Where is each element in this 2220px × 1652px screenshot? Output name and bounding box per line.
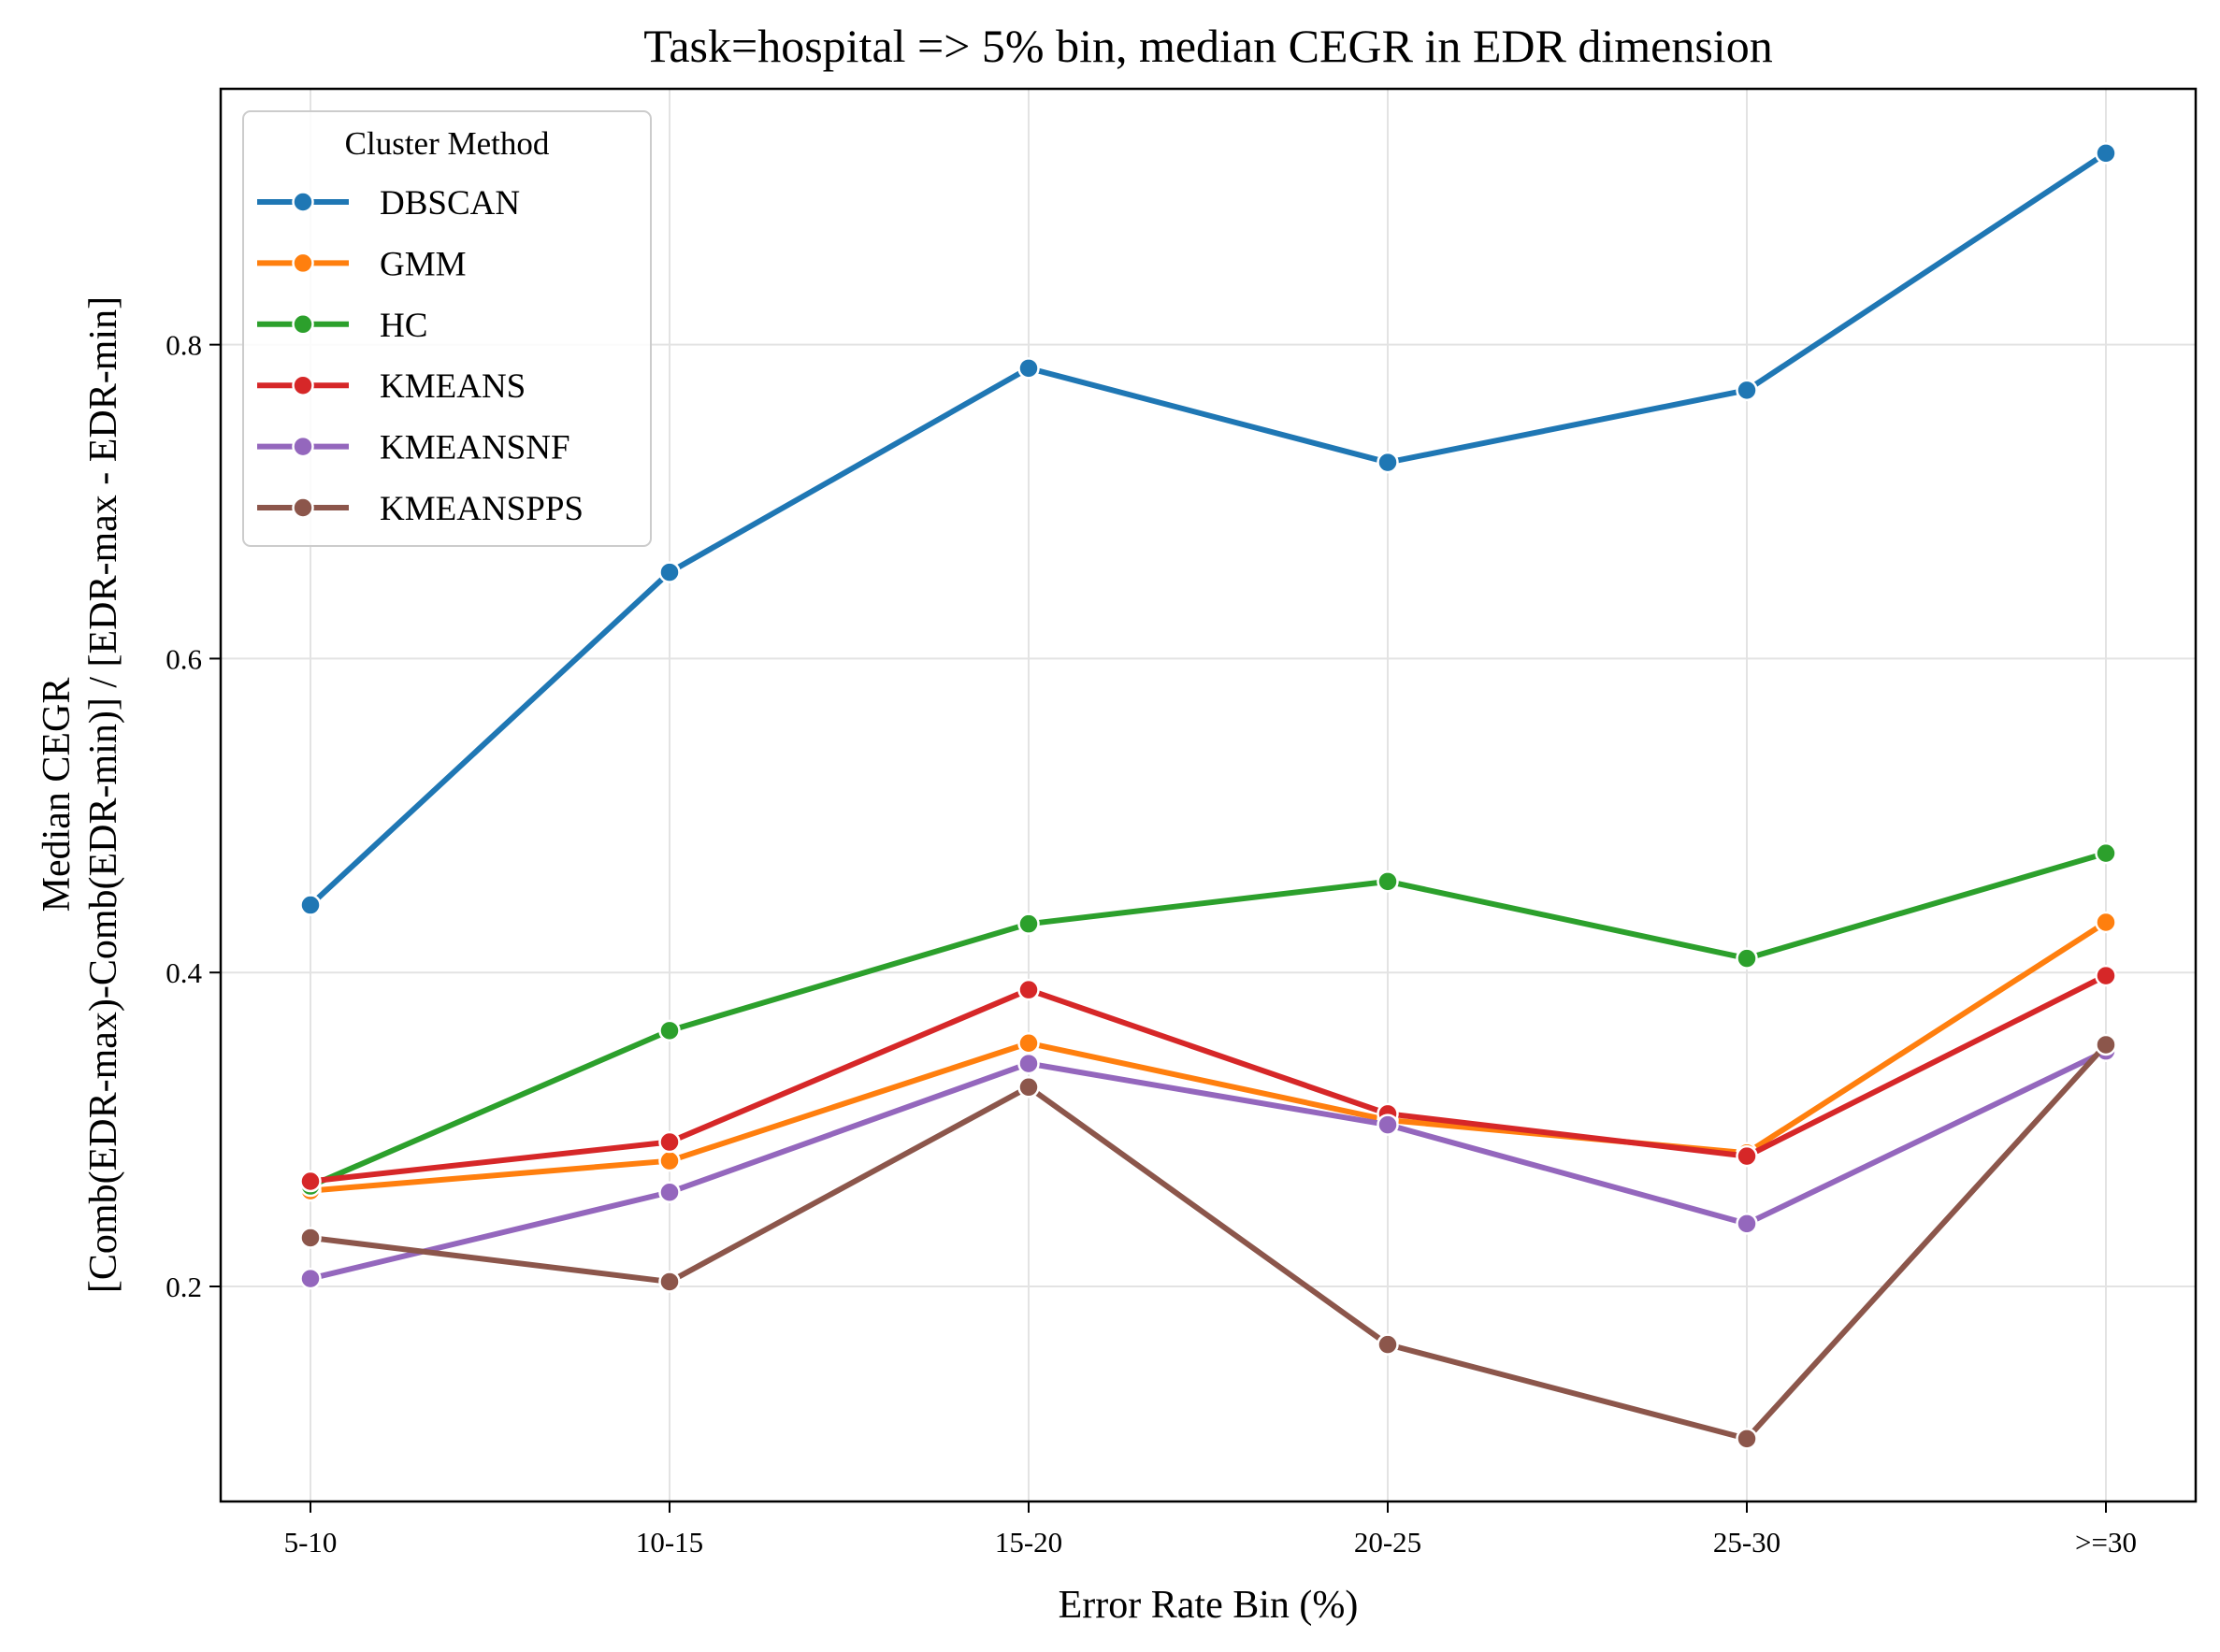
data-point [658,1149,681,1172]
y-tick-label: 0.2 [166,1271,202,1303]
legend-marker [292,251,314,275]
data-point [1017,1076,1040,1099]
legend: Cluster Method DBSCAN GMM HC KMEANS KMEANSNF… [242,110,652,547]
series-layer [299,142,2117,1450]
data-point [1736,1428,1758,1450]
legend-marker [292,435,314,458]
series-kmeanspps [299,1033,2117,1450]
y-axis-label-line1: Median CEGR [36,678,79,912]
series-line [308,919,2109,1194]
series-line [308,150,2109,909]
plot-frame [219,87,2198,1503]
legend-marker [292,496,314,519]
data-point [2095,142,2117,165]
data-point [1736,947,1758,970]
data-point [1377,1113,1399,1136]
series-hc [299,841,2117,1198]
series-line [308,972,2109,1185]
legend-item-kmeansnf: KMEANSNF [257,429,570,467]
chart-title: Task=hospital => 5% bin, median CEGR in … [643,20,1772,72]
data-point [299,1267,322,1290]
legend-item-kmeanspps: KMEANSPPS [257,490,584,528]
series-kmeans [299,964,2117,1193]
series-dbscan [299,142,2117,916]
data-point [299,1170,322,1193]
data-point [1377,451,1399,474]
legend-marker [292,313,314,336]
data-point [1736,1213,1758,1235]
legend-item-hc: HC [257,307,427,345]
y-tick-label: 0.8 [166,329,202,362]
data-point [2095,964,2117,987]
grid-lines [221,89,2196,1501]
legend-marker [292,191,314,213]
legend-label: DBSCAN [380,184,520,223]
series-line [308,1041,2109,1442]
data-point [2095,1033,2117,1056]
data-point [1017,357,1040,380]
legend-label: GMM [380,245,467,283]
series-line [308,1048,2109,1282]
data-point [1736,379,1758,402]
x-tick-label: 5-10 [284,1526,338,1559]
x-tick-label: 20-25 [1354,1526,1421,1559]
data-point [658,561,681,583]
legend-label: KMEANS [380,367,526,406]
data-point [2095,911,2117,934]
legend-label: KMEANSPPS [380,490,584,528]
data-point [2095,841,2117,865]
data-point [1377,1333,1399,1356]
legend-item-kmeans: KMEANS [257,367,526,406]
legend-label: KMEANSNF [380,429,570,467]
data-point [299,894,322,916]
data-point [1736,1144,1758,1168]
data-point [299,1227,322,1249]
data-point [1017,912,1040,935]
series-line [308,850,2109,1189]
y-tick-label: 0.6 [166,642,202,675]
data-point [658,1130,681,1154]
data-point [1017,1052,1040,1075]
legend-items: DBSCAN GMM HC KMEANS KMEANSNF KMEANSPPS [257,184,584,528]
legend-item-gmm: GMM [257,245,467,283]
data-point [658,1181,681,1204]
series-kmeansnf [299,1040,2117,1290]
data-point [1017,978,1040,1001]
legend-label: HC [380,307,427,345]
axis-ticks: 5-10 10-15 15-20 20-25 25-30 >=30 0.2 0.4 0.6 0.8 [166,329,2137,1559]
data-point [1377,870,1399,893]
x-tick-label: 10-15 [636,1526,703,1559]
x-tick-label: 25-30 [1713,1526,1780,1559]
y-axis-label-line2: [Comb(EDR-max)-Comb(EDR-min)] / [EDR-max… [82,296,125,1293]
data-point [658,1271,681,1293]
legend-marker [292,374,314,396]
x-axis-label: Error Rate Bin (%) [1059,1584,1359,1627]
x-tick-label: 15-20 [995,1526,1062,1559]
legend-title: Cluster Method [345,125,550,162]
legend-box [242,110,652,547]
data-point [658,1019,681,1042]
legend-item-dbscan: DBSCAN [257,184,520,223]
y-tick-label: 0.4 [166,956,202,989]
data-point [1017,1032,1040,1055]
x-tick-label: >=30 [2075,1526,2137,1559]
